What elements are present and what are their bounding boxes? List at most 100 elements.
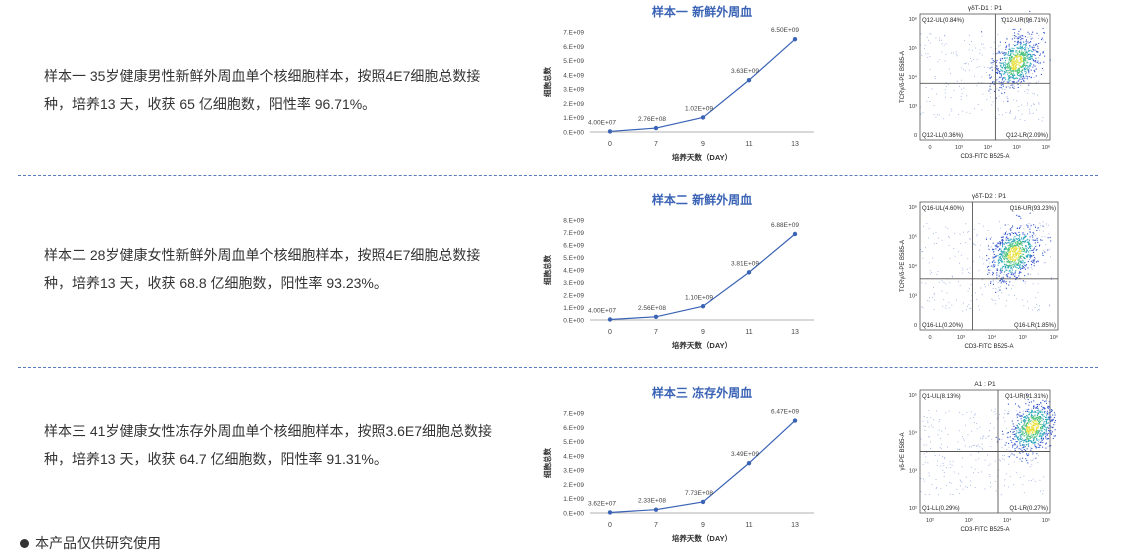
x-tick-label: 10³ <box>965 518 973 524</box>
quadrant-ur-label: Q12-UR(96.71%) <box>1002 18 1048 24</box>
quadrant-lr-label: Q1-LR(0.27%) <box>1009 506 1048 512</box>
y-tick-label: 10³ <box>909 294 917 300</box>
x-tick-label: 0 <box>608 141 612 148</box>
data-label: 3.62E+07 <box>588 500 616 507</box>
data-point <box>653 125 659 131</box>
data-point <box>700 304 706 309</box>
bullet-icon <box>20 538 29 548</box>
flow-y-axis-label: γδ-PE B585-A <box>900 432 906 470</box>
quadrant-lr-label: Q12-LR(2.09%) <box>1006 133 1048 139</box>
x-tick-label: 11 <box>745 141 752 148</box>
x-axis-label: 培养天数（DAY） <box>672 152 732 162</box>
footer-note: 本产品仅供研究使用 <box>20 533 161 553</box>
flow-event-scatter <box>920 10 1051 122</box>
y-tick-label: 4.E+09 <box>563 268 584 275</box>
flow-plot-frame <box>919 13 1051 141</box>
data-label: 6.50E+09 <box>771 27 799 34</box>
flow-cytometry-plot-sample-1: γδT-D1 : P1 Q12-UL(0.84%) Q12-UR(96.71%) Q1… <box>900 5 1051 160</box>
y-tick-label: 0.E+00 <box>563 511 584 518</box>
divider <box>18 175 1098 176</box>
y-tick-label: 10⁴ <box>909 430 918 437</box>
data-point <box>607 129 613 134</box>
y-axis-label: 细胞总数 <box>542 255 552 285</box>
y-tick-label: 10⁴ <box>909 74 918 81</box>
y-tick-label: 7.E+09 <box>563 30 584 37</box>
y-tick-label: 5.E+09 <box>563 58 584 65</box>
data-point <box>607 510 613 515</box>
data-label: 1.02E+09 <box>685 105 713 112</box>
growth-chart-sample-1: 样本一 新鲜外周血 0.E+00 1.E+09 2.E+09 3.E+09 4.E+09 5… <box>542 4 814 162</box>
y-tick-label: 1.E+09 <box>563 115 584 122</box>
y-tick-label: 1.E+09 <box>563 305 584 312</box>
chart-title: 样本三 冻存外周血 <box>652 385 752 400</box>
data-label: 3.81E+09 <box>731 260 759 267</box>
flow-plot-title: A1 : P1 <box>974 381 996 388</box>
x-tick-label: 10³ <box>955 145 963 151</box>
growth-chart-sample-2: 样本二 新鲜外周血 0.E+00 1.E+09 2.E+09 3.E+09 4.E+09 5… <box>542 192 814 350</box>
divider <box>18 367 1098 368</box>
x-tick-label: 0 <box>928 335 931 341</box>
data-label: 2.56E+08 <box>638 305 666 312</box>
y-tick-label: 0.E+00 <box>563 130 584 137</box>
y-tick-label: 6.E+09 <box>563 243 584 250</box>
y-tick-label: 0.E+00 <box>563 318 584 325</box>
data-point <box>746 460 752 466</box>
x-tick-label: 13 <box>791 141 799 148</box>
data-label: 3.63E+09 <box>731 68 759 75</box>
data-point <box>700 115 706 120</box>
x-tick-label: 11 <box>745 329 752 336</box>
y-tick-label: 10³ <box>909 104 917 110</box>
x-tick-label: 0 <box>928 145 931 151</box>
x-tick-label: 10⁴ <box>984 144 993 151</box>
y-tick-label: 10⁶ <box>909 204 917 211</box>
data-label: 4.00E+07 <box>588 308 616 315</box>
data-label: 2.33E+08 <box>638 498 666 505</box>
x-tick-label: 9 <box>701 141 705 148</box>
flow-event-scatter <box>920 212 1052 312</box>
y-tick-label: 6.E+09 <box>563 44 584 51</box>
chart-title: 样本一 新鲜外周血 <box>652 4 752 19</box>
x-tick-label: 0 <box>608 329 612 336</box>
y-tick-label: 7.E+09 <box>563 230 584 237</box>
x-tick-label: 10⁵ <box>1013 144 1021 151</box>
quadrant-ul-label: Q12-UL(0.84%) <box>922 18 964 24</box>
y-axis-label: 细胞总数 <box>542 448 552 478</box>
quadrant-ur-label: Q16-UR(93.23%) <box>1010 206 1056 212</box>
flow-cytometry-plot-sample-3: A1 : P1 Q1-UL(8.13%) Q1-UR(91.31%) Q1-LL(0.… <box>900 381 1056 533</box>
quadrant-ll-label: Q1-LL(0.29%) <box>922 506 960 512</box>
y-tick-label: 5.E+09 <box>563 255 584 262</box>
x-tick-label: 13 <box>791 522 799 529</box>
flow-event-scatter <box>920 394 1056 496</box>
y-tick-label: 1.E+09 <box>563 496 584 503</box>
x-tick-label: 9 <box>701 329 705 336</box>
x-tick-label: 7 <box>654 141 658 148</box>
y-tick-label: 7.E+09 <box>563 411 584 418</box>
flow-plot-title: γδT-D2 : P1 <box>972 193 1007 200</box>
data-point <box>607 317 613 322</box>
quadrant-ll-label: Q16-LL(0.20%) <box>922 323 963 329</box>
data-point <box>792 231 798 237</box>
y-tick-label: 10⁵ <box>909 45 917 52</box>
data-point <box>653 507 659 512</box>
y-tick-label: 10⁵ <box>909 392 917 399</box>
data-label: 6.47E+09 <box>771 409 799 416</box>
y-tick-label: 10⁵ <box>909 234 917 241</box>
x-tick-label: 10⁶ <box>1042 144 1050 151</box>
data-point <box>746 77 752 83</box>
y-tick-label: 2.E+09 <box>563 293 584 300</box>
flow-x-axis-label: CD3-FITC B525-A <box>960 154 1009 160</box>
flow-plot-title: γδT-D1 : P1 <box>968 5 1003 12</box>
chart-title: 样本二 新鲜外周血 <box>652 192 752 207</box>
x-tick-label: 10⁴ <box>1003 517 1012 524</box>
quadrant-ll-label: Q12-LL(0.36%) <box>922 133 963 139</box>
y-tick-label: 10³ <box>909 468 917 474</box>
y-tick-label: 6.E+09 <box>563 425 584 432</box>
x-tick-label: 10⁵ <box>1042 517 1050 524</box>
x-tick-label: 10³ <box>957 335 965 341</box>
y-tick-label: 3.E+09 <box>563 87 584 94</box>
y-tick-label: 0 <box>914 133 917 139</box>
x-tick-label: 7 <box>654 329 658 336</box>
x-tick-label: 10⁵ <box>1019 334 1027 341</box>
y-tick-label: 8.E+09 <box>563 218 584 225</box>
y-tick-label: 5.E+09 <box>563 439 584 446</box>
